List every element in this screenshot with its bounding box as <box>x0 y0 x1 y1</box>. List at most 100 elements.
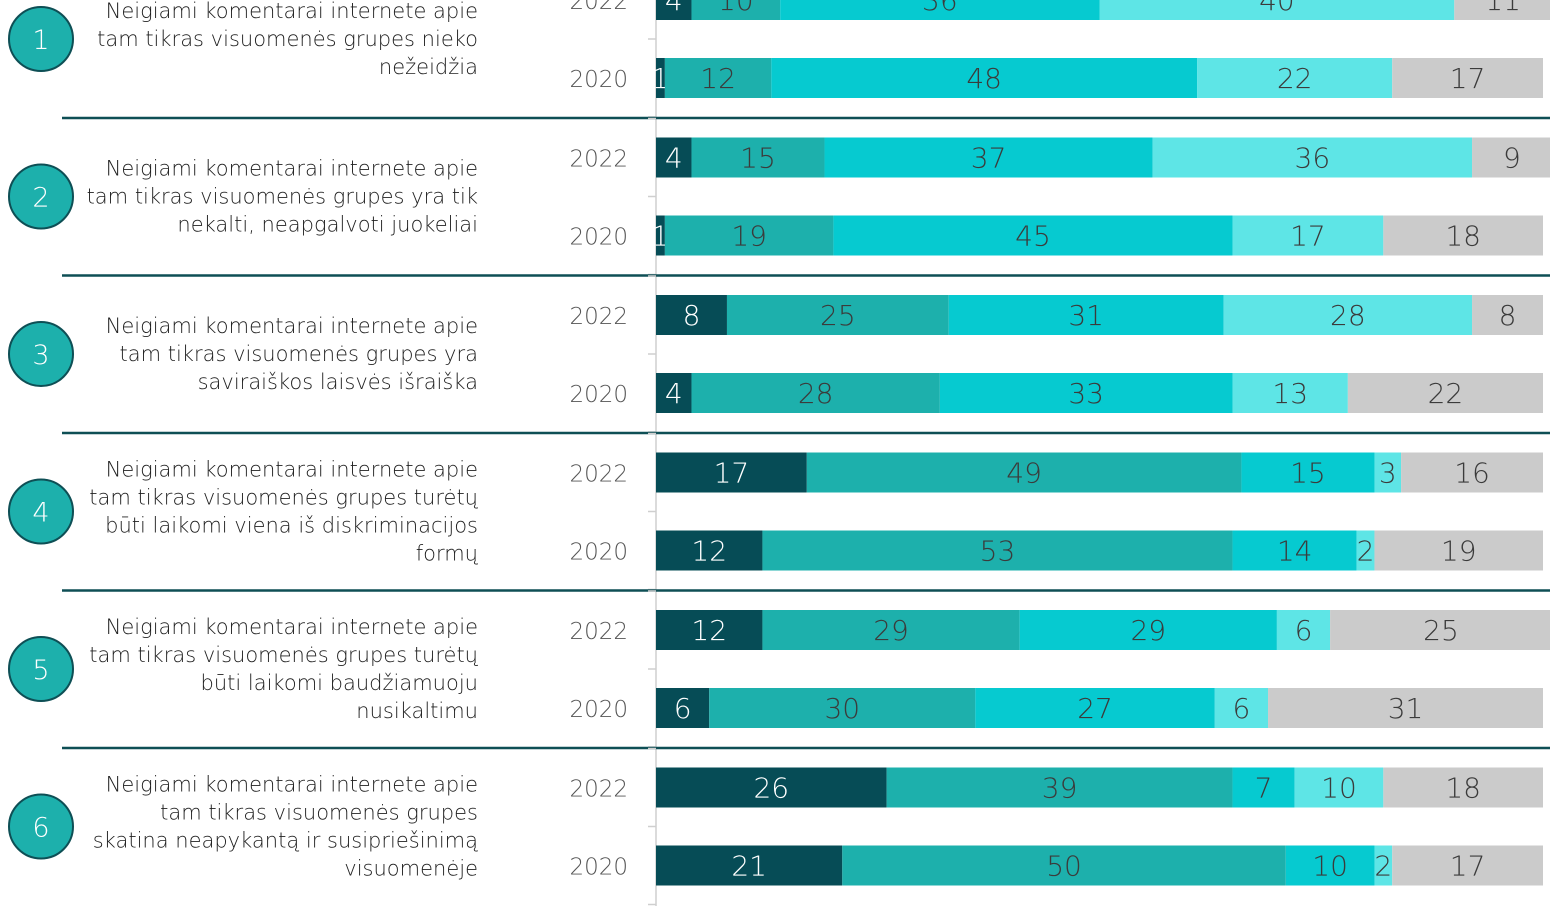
data-label: 28 <box>798 377 834 410</box>
data-label: 17 <box>1290 220 1326 253</box>
bar-row: 2020 12 53 14 2 19 <box>569 530 1543 571</box>
bar-segment <box>833 215 1233 256</box>
statement-text-line: Neigiami komentarai internete apie <box>106 773 478 797</box>
bar-segment <box>1276 610 1331 650</box>
bar-segment <box>1232 530 1357 571</box>
data-label: 18 <box>1445 220 1481 253</box>
statement-text-line: Neigiami komentarai internete apie <box>106 0 478 23</box>
data-label: 50 <box>1046 850 1082 883</box>
data-label: 15 <box>1290 457 1326 490</box>
statement-group: 3 Neigiami komentarai internete apie tam t… <box>8 275 1550 435</box>
data-label: 4 <box>665 0 683 17</box>
data-label: 36 <box>1295 142 1331 175</box>
bar-segment <box>806 452 1242 493</box>
bar-row: 2022 8 25 31 28 8 <box>569 295 1543 335</box>
bar-segment <box>1392 845 1543 886</box>
data-label: 49 <box>1006 457 1042 490</box>
year-label: 2020 <box>569 382 628 408</box>
data-label: 25 <box>820 299 856 332</box>
data-label: 22 <box>1277 62 1313 95</box>
statement-group: 1 Neigiami komentarai internete apie tam t… <box>8 0 1550 120</box>
statement-text-line: tam tikras visuomenės grupes <box>160 801 478 825</box>
bar-segment <box>656 767 887 808</box>
statement-text-line: Neigiami komentarai internete apie <box>106 458 478 482</box>
bar-segment <box>1232 215 1384 256</box>
data-label: 27 <box>1077 692 1113 725</box>
data-label: 45 <box>1015 220 1051 253</box>
item-number: 1 <box>32 25 49 56</box>
statement-text-line: tam tikras visuomenės grupes nieko <box>97 27 478 51</box>
bar-row: 2022 12 29 29 6 25 <box>569 610 1550 650</box>
data-label: 17 <box>714 457 750 490</box>
bar-segment <box>1374 530 1543 571</box>
data-label: 40 <box>1259 0 1295 17</box>
statement-text-line: tam tikras visuomenės grupes yra <box>119 342 478 366</box>
data-label: 2 <box>1357 535 1375 568</box>
bar-segment <box>656 137 692 178</box>
data-label: 2 <box>1374 850 1392 883</box>
bar-segment <box>886 767 1233 808</box>
bar-segment <box>975 688 1215 728</box>
data-label: 12 <box>691 535 727 568</box>
year-label: 2022 <box>569 462 628 488</box>
bar-segment <box>1285 845 1375 886</box>
statement-text-line: skatina neapykantą ir susipriešinimą <box>93 829 478 853</box>
bar-segment <box>1232 373 1348 413</box>
year-label: 2020 <box>569 67 628 93</box>
data-label: 10 <box>718 0 754 17</box>
bar-row: 2022 4 10 36 40 11 <box>569 0 1550 20</box>
data-label: 19 <box>1441 535 1477 568</box>
bar-segment <box>709 688 976 728</box>
data-label: 21 <box>731 850 767 883</box>
data-label: 16 <box>1454 457 1490 490</box>
statement-text-line: Neigiami komentarai internete apie <box>106 615 478 639</box>
year-label: 2020 <box>569 855 628 881</box>
item-number-badge <box>8 321 74 387</box>
bar-segment <box>656 0 692 20</box>
bar-segment <box>1401 452 1543 493</box>
data-label: 33 <box>1068 377 1104 410</box>
data-label: 17 <box>1450 850 1486 883</box>
bar-row: 2020 21 50 10 2 17 <box>569 845 1543 886</box>
data-label: 25 <box>1423 614 1459 647</box>
bar-segment <box>824 137 1153 178</box>
data-label: 14 <box>1277 535 1313 568</box>
data-label: 31 <box>1068 299 1104 332</box>
bar-segment <box>1232 767 1295 808</box>
bar-segment <box>1152 137 1473 178</box>
bar-segment <box>1241 452 1375 493</box>
bar-segment <box>948 295 1224 335</box>
bar-segment <box>1383 215 1543 256</box>
data-label: 39 <box>1042 772 1078 805</box>
bar-segment <box>762 530 1233 571</box>
year-label: 2022 <box>569 147 628 173</box>
bar-row: 2022 26 39 7 10 18 <box>569 767 1543 808</box>
statement-text-line: Neigiami komentarai internete apie <box>106 314 478 338</box>
bar-segment <box>656 688 710 728</box>
bar-segment <box>726 295 949 335</box>
bar-segment <box>939 373 1233 413</box>
data-label: 12 <box>691 614 727 647</box>
bar-segment <box>1392 58 1543 98</box>
bar-segment <box>656 373 692 413</box>
data-label: 26 <box>753 772 789 805</box>
data-label: 53 <box>980 535 1016 568</box>
statement-text-line: tam tikras visuomenės grupes turėtų <box>89 486 478 510</box>
data-label: 13 <box>1272 377 1308 410</box>
statement-text-line: tam tikras visuomenės grupes yra tik <box>87 185 478 209</box>
bar-segment <box>771 58 1198 98</box>
data-label: 36 <box>922 0 958 17</box>
item-number: 4 <box>32 498 49 529</box>
year-label: 2022 <box>569 619 628 645</box>
item-number-badge <box>8 636 74 702</box>
bar-segment <box>1268 688 1543 728</box>
data-label: 12 <box>700 62 736 95</box>
bar-segment <box>656 845 843 886</box>
year-label: 2022 <box>569 304 628 330</box>
bar-segment <box>1019 610 1277 650</box>
statement-text-line: saviraiškos laisvės išraiška <box>198 370 478 394</box>
bar-segment <box>1374 452 1402 493</box>
bar-row: 2020 1 19 45 17 18 <box>569 215 1543 256</box>
statement-text-line: Neigiami komentarai internete apie <box>106 157 478 181</box>
statement-text-line: nusikaltimu <box>356 699 478 723</box>
